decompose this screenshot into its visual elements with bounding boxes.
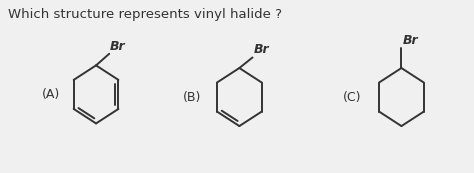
Text: Which structure represents vinyl halide ?: Which structure represents vinyl halide … (8, 8, 282, 21)
Text: (A): (A) (42, 88, 61, 101)
Text: Br: Br (110, 40, 126, 53)
Text: (B): (B) (183, 90, 201, 104)
Text: (C): (C) (343, 90, 361, 104)
Text: Br: Br (254, 43, 269, 56)
Text: Br: Br (402, 34, 418, 47)
